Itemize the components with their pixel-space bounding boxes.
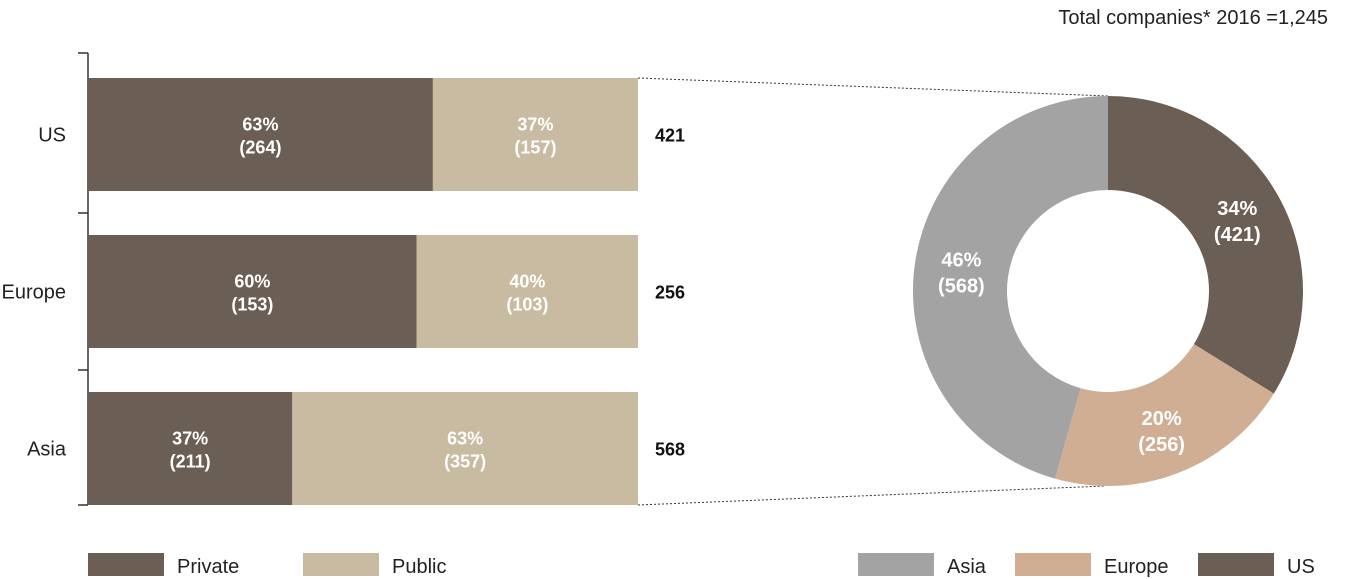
legend-label-europe: Europe	[1104, 556, 1169, 578]
legend-label-public: Public	[392, 556, 446, 578]
donut-slice-europe	[1055, 344, 1274, 486]
bar-total-label-asia: 568	[655, 440, 685, 460]
stacked-bar-chart: US 63% (264) 37% (157) 421 Europe 60% (153) 40% (1…	[2, 52, 685, 506]
legend-label-us: US	[1287, 556, 1315, 578]
legend-swatch-public	[303, 553, 379, 576]
bar-private-europe	[88, 235, 417, 348]
legend-swatch-asia	[858, 553, 934, 576]
connector-line-bottom	[637, 485, 1106, 506]
donut-percent-label: 20%	[1142, 408, 1182, 430]
legend-label-private: Private	[177, 556, 239, 578]
bar-percent-label: 63%	[242, 115, 278, 135]
bar-count-label: (357)	[444, 452, 486, 472]
bar-count-label: (264)	[239, 138, 281, 158]
bar-percent-label: 60%	[234, 272, 270, 292]
bar-public-europe	[416, 235, 638, 348]
bar-public-us	[432, 78, 638, 191]
bar-percent-label: 37%	[517, 115, 553, 135]
donut-count-label: (568)	[938, 276, 985, 298]
bar-count-label: (157)	[514, 138, 556, 158]
donut-legend: Asia Europe US	[858, 553, 1315, 578]
bar-total-label-europe: 256	[655, 283, 685, 303]
category-label-europe: Europe	[2, 282, 67, 304]
bar-private-asia	[88, 392, 293, 505]
legend-label-asia: Asia	[947, 556, 987, 578]
donut-percent-label: 34%	[1217, 198, 1257, 220]
bar-count-label: (153)	[231, 295, 273, 315]
category-label-us: US	[38, 125, 66, 147]
legend-swatch-europe	[1015, 553, 1091, 576]
donut-chart: 34% (421) 20% (256) 46% (568)	[913, 96, 1304, 486]
bar-percent-label: 63%	[447, 429, 483, 449]
bar-legend: Private Public	[88, 553, 446, 578]
legend-swatch-us	[1198, 553, 1274, 576]
donut-slice-us	[1108, 96, 1304, 394]
donut-count-label: (421)	[1214, 224, 1261, 246]
donut-count-label: (256)	[1138, 434, 1185, 456]
total-companies-label: Total companies* 2016 =1,245	[1058, 7, 1328, 29]
donut-slice-asia	[913, 96, 1108, 479]
connector-line-top	[637, 77, 1109, 97]
connector-lines	[637, 77, 1109, 506]
bar-private-us	[88, 78, 433, 191]
bar-count-label: (211)	[170, 452, 211, 472]
bar-public-asia	[292, 392, 638, 505]
bar-count-label: (103)	[506, 295, 548, 315]
bar-percent-label: 40%	[509, 272, 545, 292]
bar-total-label-us: 421	[655, 126, 685, 146]
category-label-asia: Asia	[27, 439, 67, 461]
bar-percent-label: 37%	[172, 429, 208, 449]
legend-swatch-private	[88, 553, 164, 576]
donut-percent-label: 46%	[941, 250, 981, 272]
